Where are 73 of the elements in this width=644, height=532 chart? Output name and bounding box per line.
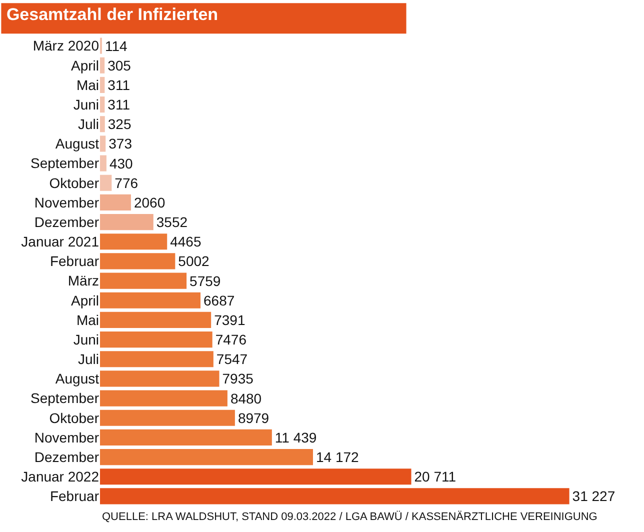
y-tick-label: Juli: [78, 351, 99, 368]
data-label: 8480: [230, 390, 262, 406]
data-label: 5759: [190, 272, 221, 289]
y-tick-label: September: [30, 155, 100, 172]
bar: [100, 468, 412, 485]
bar: [100, 96, 105, 113]
y-tick-label: November: [34, 429, 100, 446]
bar: [100, 370, 220, 387]
data-label: 430: [109, 155, 134, 172]
data-label: 8979: [238, 410, 270, 426]
data-label: 7391: [214, 312, 246, 328]
data-label: 14 172: [316, 449, 360, 466]
data-label: 5002: [178, 253, 210, 270]
y-tick-label: April: [70, 57, 99, 74]
y-tick-label: Juni: [73, 331, 99, 348]
data-label: 31 227: [572, 488, 616, 504]
y-tick-label: Januar 2022: [21, 468, 100, 485]
data-label: 7547: [216, 351, 248, 368]
y-tick-label: Dezember: [34, 214, 100, 230]
y-tick-label: Juli: [78, 116, 99, 132]
data-label: 311: [108, 76, 130, 93]
bar: [100, 410, 235, 426]
data-label: 3552: [156, 214, 188, 230]
y-tick-label: November: [34, 194, 100, 210]
bar: [100, 292, 200, 308]
bar: [100, 194, 131, 210]
data-label: 4465: [170, 234, 202, 250]
data-label: 114: [105, 38, 128, 54]
bar: [100, 449, 313, 466]
bar: [100, 136, 106, 152]
y-tick-label: Mai: [76, 76, 99, 93]
data-label: 20 711: [414, 468, 456, 485]
y-tick-label: Oktober: [49, 174, 100, 191]
data-label: 305: [108, 57, 132, 74]
y-tick-label: April: [70, 292, 99, 308]
data-label: 373: [108, 136, 132, 152]
data-label: 776: [114, 174, 138, 191]
y-tick-label: März: [68, 272, 99, 289]
data-label: 311: [108, 96, 130, 113]
data-label: 325: [108, 116, 132, 132]
bar: [100, 57, 105, 74]
y-tick-label: Dezember: [34, 448, 100, 465]
bar: [100, 234, 168, 250]
bar: [100, 390, 228, 406]
bar: [100, 116, 105, 132]
y-tick-label: Februar: [50, 253, 100, 270]
bar: [100, 488, 570, 504]
data-label: 11 439: [274, 429, 317, 446]
bar: [100, 312, 212, 328]
source-note: QUELLE: LRA WALDSHUT, STAND 09.03.2022 / LGA BAWÜ / KASSENÄRZTLICHE VEREINIGUNG: [102, 510, 598, 523]
bar: [100, 272, 187, 289]
bar: [100, 429, 272, 446]
y-tick-label: März 2020: [32, 38, 100, 54]
data-label: 2060: [134, 194, 166, 210]
bar: [100, 155, 106, 172]
bar: [100, 253, 176, 270]
y-tick-label: August: [55, 370, 100, 387]
bar: [100, 214, 154, 230]
y-tick-label: Mai: [76, 312, 99, 328]
y-tick-label: Juni: [73, 96, 99, 112]
chart-title: Gesamtzahl der Infizierten: [6, 4, 218, 24]
y-tick-label: Oktober: [49, 410, 100, 426]
bar: [100, 76, 105, 93]
data-label: 6687: [204, 292, 235, 308]
y-tick-label: September: [30, 390, 100, 406]
bar: [100, 351, 214, 368]
y-tick-label: Februar: [50, 488, 100, 504]
y-tick-label: Januar 2021: [21, 234, 100, 250]
y-tick-label: August: [55, 136, 100, 152]
bar: [100, 332, 212, 348]
data-label: 7476: [215, 332, 247, 348]
bar: [100, 174, 112, 191]
data-label: 7935: [222, 370, 254, 387]
